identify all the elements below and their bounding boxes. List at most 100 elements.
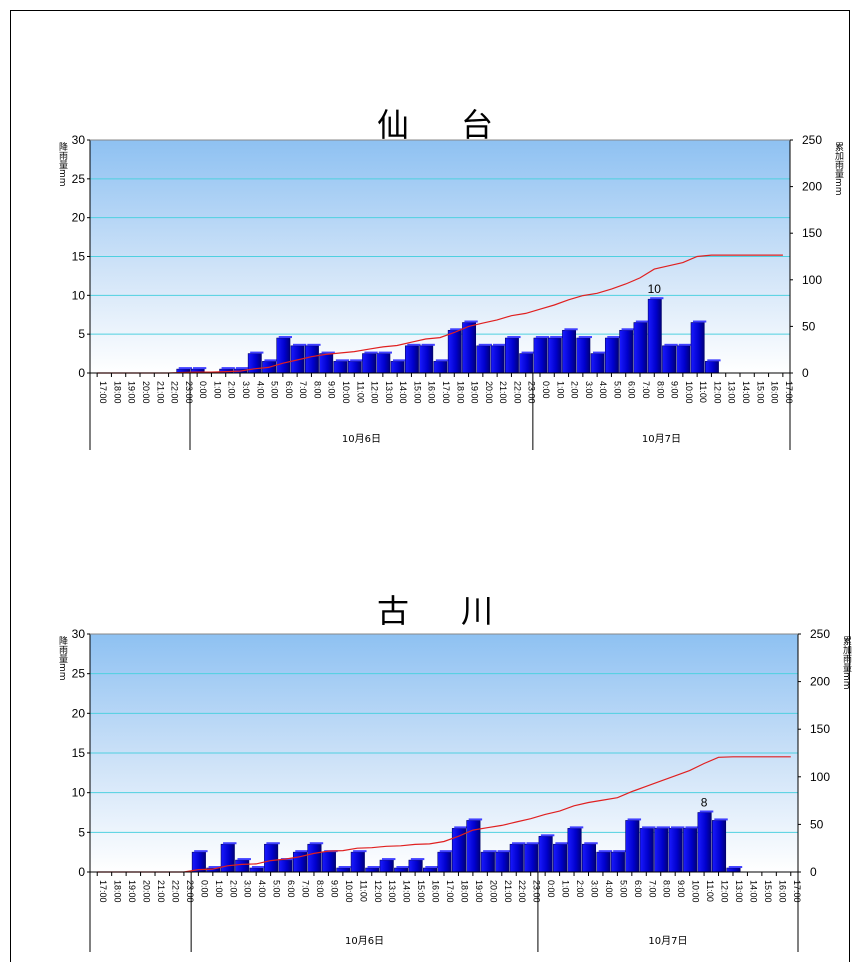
x-tick-label: 23:00: [185, 880, 195, 903]
rain-bar: [408, 859, 423, 873]
rain-bar-top: [425, 866, 439, 869]
x-tick-label: 22:00: [170, 880, 180, 903]
cumulative-line: [97, 756, 791, 873]
rain-bar-top: [381, 858, 396, 861]
x-tick-label: 1:00: [212, 381, 222, 399]
x-tick-label: 22:00: [517, 880, 527, 903]
x-tick-label: 8:00: [315, 880, 325, 898]
rain-bar-top: [266, 842, 280, 845]
x-tick-label: 19:00: [127, 880, 137, 903]
y2-axis-label: 累加雨量mm: [841, 636, 852, 690]
data-label: 10: [648, 282, 662, 296]
rain-bar-top: [393, 359, 407, 362]
x-tick-label: 15:00: [755, 381, 765, 404]
rain-bar: [712, 820, 727, 873]
x-tick-label: 16:00: [427, 381, 437, 404]
rain-bar-top: [642, 826, 656, 829]
rain-bar-top: [450, 328, 464, 331]
rain-bar-top: [678, 343, 692, 346]
x-tick-label: 23:00: [532, 880, 542, 903]
y-tick-label: 10: [72, 288, 86, 302]
rain-bar-top: [353, 850, 367, 853]
rain-bar-top: [464, 320, 478, 323]
x-tick-label: 23:00: [184, 381, 194, 404]
rain-bar: [596, 851, 611, 873]
rain-bar: [610, 851, 625, 873]
x-tick-label: 7:00: [641, 381, 651, 399]
y2-tick-label: 50: [802, 319, 816, 333]
rain-bar-top: [478, 343, 492, 346]
x-tick-label: 2:00: [570, 381, 580, 399]
x-tick-label: 10:00: [344, 880, 354, 903]
rain-bar-top: [598, 850, 613, 853]
x-tick-label: 0:00: [546, 880, 556, 898]
rain-bar-top: [278, 336, 292, 339]
x-tick-label: 14:00: [402, 880, 412, 903]
x-tick-label: 17:00: [445, 880, 455, 903]
rain-bar: [249, 867, 264, 873]
rain-bar: [466, 820, 481, 873]
x-tick-label: 6:00: [633, 880, 643, 898]
rain-bar: [451, 828, 466, 873]
x-tick-label: 14:00: [741, 381, 751, 404]
x-tick-label: 3:00: [584, 381, 594, 399]
rain-bar-top: [421, 343, 435, 346]
rain-bar: [437, 851, 452, 873]
rain-bar: [654, 828, 669, 873]
chart-title: 古 川: [377, 592, 503, 630]
rain-bar-top: [521, 351, 535, 354]
y-tick-label: 20: [72, 211, 86, 225]
rain-bar: [480, 851, 495, 873]
y2-axis-label: 累加雨量mm: [833, 142, 844, 196]
x-tick-label: 19:00: [474, 880, 484, 903]
rain-bar-top: [367, 866, 381, 869]
chart-title: 仙 台: [377, 106, 503, 144]
rain-bar: [495, 851, 510, 873]
x-tick-label: 8:00: [662, 880, 672, 898]
y-tick-label: 15: [72, 250, 86, 264]
rain-bar-top: [613, 850, 627, 853]
rain-bar: [697, 812, 712, 873]
x-tick-label: 5:00: [618, 880, 628, 898]
rain-bar-top: [208, 866, 223, 869]
rain-bar: [321, 851, 336, 873]
x-tick-label: 2:00: [575, 880, 585, 898]
rain-bar: [538, 835, 553, 873]
chart-sendai: 仙 台 0 5 10 15 20 25 30 0 50 100 150 200 250 降雨量mm 累加雨量…: [57, 106, 844, 450]
x-tick-label: 1:00: [214, 880, 224, 898]
y-axis-label: 降雨量mm: [57, 635, 68, 681]
x-tick-label: 16:00: [770, 381, 780, 404]
rain-bar: [423, 867, 438, 873]
rain-bar: [625, 820, 640, 873]
y-tick-label: 0: [78, 865, 85, 879]
x-tick-label: 2:00: [227, 381, 237, 399]
rain-bar-top: [635, 320, 650, 323]
x-tick-label: 11:00: [355, 381, 365, 403]
y2-tick-label: 200: [802, 180, 822, 194]
date-label: 10月7日: [642, 433, 681, 445]
rain-bar-top: [497, 850, 512, 853]
x-tick-label: 18:00: [459, 880, 469, 903]
rain-bar-top: [507, 336, 521, 339]
rain-bar: [220, 843, 235, 873]
x-tick-label: 6:00: [627, 381, 637, 399]
y-tick-label: 0: [78, 366, 85, 380]
x-tick-label: 20:00: [142, 880, 152, 903]
x-tick-label: 12:00: [712, 381, 722, 404]
x-tick-label: 0:00: [199, 880, 209, 898]
date-label: 10月7日: [648, 935, 687, 947]
rain-bar: [726, 867, 741, 873]
rain-bar-top: [223, 842, 237, 845]
x-tick-label: 15:00: [412, 381, 422, 404]
rain-bar-top: [221, 367, 235, 370]
rain-bar-top: [493, 343, 507, 346]
x-tick-label: 4:00: [257, 880, 267, 898]
rain-bar: [350, 851, 365, 873]
rain-bar-top: [512, 842, 526, 845]
rain-bar: [394, 867, 409, 873]
rain-bar-top: [295, 850, 309, 853]
rain-bar-top: [584, 842, 598, 845]
x-tick-label: 23:00: [527, 381, 537, 404]
data-label: 8: [701, 796, 708, 810]
rain-bar-top: [178, 367, 192, 370]
